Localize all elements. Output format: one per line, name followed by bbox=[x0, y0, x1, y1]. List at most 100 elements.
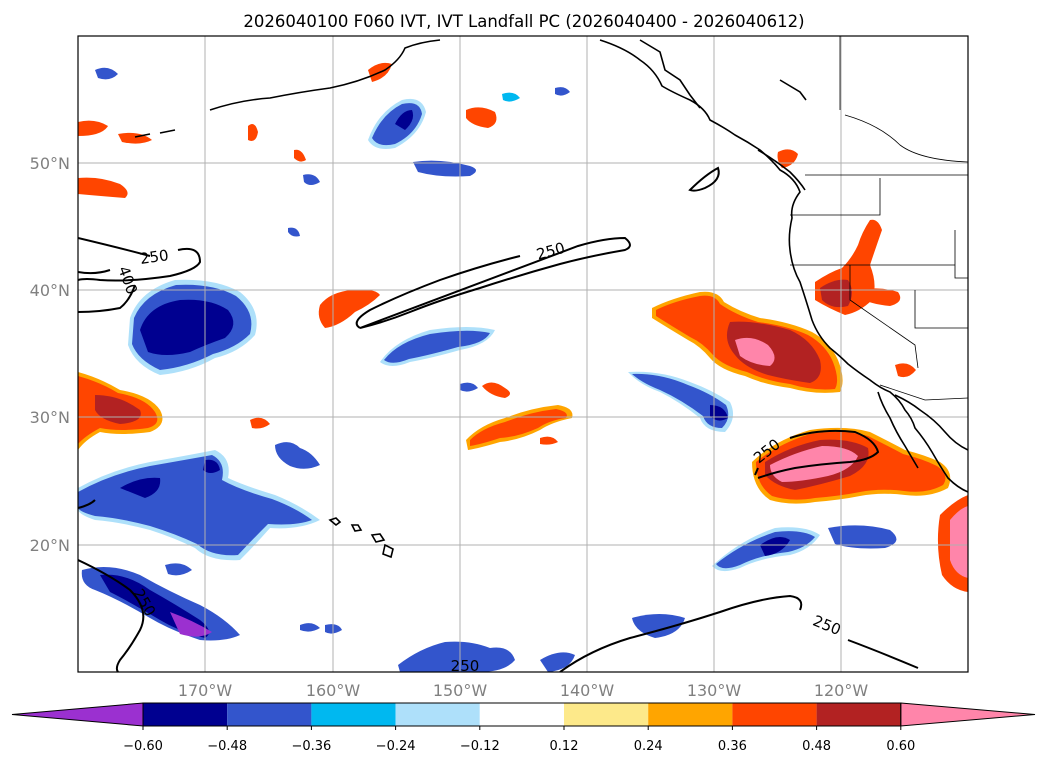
colorbar-tick-label: 0.60 bbox=[886, 739, 915, 754]
positive-anomaly-blob bbox=[294, 149, 306, 162]
positive-anomaly-blob bbox=[950, 506, 968, 578]
colorbar-tick-label: −0.24 bbox=[376, 739, 416, 754]
contour-label: 250 bbox=[139, 246, 170, 268]
negative-anomaly-blob bbox=[502, 92, 520, 102]
colorbar-segment bbox=[564, 703, 649, 726]
aleutian-islands bbox=[779, 79, 807, 101]
colorbar-extend-high bbox=[900, 702, 1036, 727]
colorbar-tick-label: −0.60 bbox=[123, 739, 163, 754]
positive-anomaly-blob bbox=[735, 337, 775, 366]
map-frame bbox=[77, 35, 969, 673]
positive-anomaly-blob bbox=[78, 177, 128, 198]
vancouver-island bbox=[757, 149, 806, 191]
ivt-contour-line bbox=[78, 237, 202, 282]
negative-anomaly-blob bbox=[165, 563, 192, 576]
negative-anomaly-blob bbox=[303, 174, 320, 185]
negative-anomaly-blob bbox=[140, 299, 234, 355]
colorbar-outline bbox=[142, 702, 902, 727]
positive-anomaly-blob bbox=[482, 382, 510, 398]
ivt-contour-line bbox=[78, 269, 136, 313]
positive-anomaly-blob bbox=[820, 279, 852, 308]
lat-label: 20°N bbox=[30, 536, 70, 555]
state-border bbox=[790, 178, 968, 369]
positive-anomaly-blob bbox=[248, 124, 258, 141]
positive-anomaly-blob bbox=[770, 446, 858, 482]
ivt-filled-field bbox=[78, 62, 968, 672]
latitude-labels: 50°N 40°N 30°N 20°N bbox=[30, 154, 70, 555]
lon-label: 150°W bbox=[433, 681, 488, 700]
positive-anomaly-blob bbox=[470, 409, 567, 446]
political-borders bbox=[790, 36, 968, 401]
negative-anomaly-blob bbox=[275, 442, 320, 469]
us-mexico-border bbox=[879, 384, 968, 401]
ivt-contour-line bbox=[78, 499, 96, 509]
colorbar-segment bbox=[311, 703, 396, 726]
colorbar-segment bbox=[479, 703, 564, 726]
lat-label: 30°N bbox=[30, 408, 70, 427]
negative-anomaly-blob bbox=[460, 382, 478, 392]
negative-anomaly-blob bbox=[288, 227, 300, 237]
longitude-labels: 170°W 160°W 150°W 140°W 130°W 120°W bbox=[178, 681, 869, 700]
mexico-coastline bbox=[894, 394, 968, 451]
ivt-contours bbox=[78, 166, 919, 672]
negative-anomaly-blob bbox=[540, 652, 575, 672]
colorbar-segment bbox=[816, 703, 901, 726]
ivt-contour-line bbox=[688, 166, 720, 192]
colorbar-tick-label: −0.36 bbox=[291, 739, 331, 754]
hawaii-islands bbox=[328, 517, 394, 559]
positive-anomaly-blob bbox=[895, 363, 916, 378]
colorbar-tick-label: 0.48 bbox=[802, 739, 831, 754]
colorbar-tick-label: 0.12 bbox=[550, 739, 579, 754]
ivt-contour-line bbox=[78, 559, 145, 672]
negative-anomaly-blob bbox=[78, 455, 312, 556]
colorbar-extend-low bbox=[11, 702, 144, 727]
colorbar-tick-label: 0.24 bbox=[634, 739, 663, 754]
colorbar-segment bbox=[732, 703, 817, 726]
ivt-contour-line bbox=[754, 429, 880, 479]
canada-province-border bbox=[844, 114, 968, 163]
positive-anomaly-blob bbox=[860, 288, 901, 306]
figure-title: 2026040100 F060 IVT, IVT Landfall PC (20… bbox=[243, 12, 804, 31]
positive-anomaly-blob bbox=[726, 321, 821, 383]
colorbar-tick-label: −0.12 bbox=[460, 739, 500, 754]
positive-anomaly-blob bbox=[250, 417, 270, 429]
negative-anomaly-blob bbox=[555, 87, 570, 96]
colorbar-segment bbox=[395, 703, 480, 726]
negative-anomaly-blob bbox=[760, 536, 790, 556]
positive-anomaly-blob bbox=[318, 289, 380, 328]
lon-label: 130°W bbox=[687, 681, 742, 700]
negative-anomaly-blob bbox=[828, 525, 897, 549]
colorbar-tick-label: −0.48 bbox=[207, 739, 247, 754]
baja-coastline bbox=[877, 391, 919, 469]
colorbar: −0.60 −0.48 −0.36 −0.24 −0.12 0.12 0.24 0.36 0.4… bbox=[11, 702, 1036, 754]
negative-anomaly-blob bbox=[300, 623, 320, 632]
colorbar-segment bbox=[143, 703, 228, 726]
colorbar-segment bbox=[227, 703, 312, 726]
lon-label: 120°W bbox=[814, 681, 869, 700]
lon-label: 140°W bbox=[560, 681, 615, 700]
negative-anomaly-blob bbox=[170, 612, 212, 637]
lon-label: 160°W bbox=[306, 681, 361, 700]
negative-anomaly-blob bbox=[95, 67, 118, 80]
positive-anomaly-blob bbox=[466, 107, 497, 128]
negative-anomaly-blob bbox=[395, 110, 414, 130]
map-panel: 250 400 250 250 250 250 250 bbox=[77, 35, 969, 675]
colorbar-tick-label: 0.36 bbox=[718, 739, 747, 754]
lon-label: 170°W bbox=[178, 681, 233, 700]
negative-anomaly-blob bbox=[384, 330, 490, 363]
gridlines bbox=[78, 36, 968, 672]
negative-anomaly-blob bbox=[632, 373, 729, 428]
lat-label: 40°N bbox=[30, 281, 70, 300]
colorbar-segment bbox=[648, 703, 733, 726]
ivt-contour-line bbox=[559, 594, 919, 672]
ivt-contour-line bbox=[355, 236, 631, 329]
positive-anomaly-blob bbox=[540, 436, 558, 445]
contour-label: 250 bbox=[451, 657, 480, 675]
north-america-coastline bbox=[599, 39, 968, 493]
negative-anomaly-blob bbox=[632, 614, 685, 638]
negative-anomaly-blob bbox=[398, 641, 515, 672]
coastlines bbox=[134, 39, 968, 559]
alaska-coastline bbox=[134, 39, 441, 138]
positive-anomaly-blob bbox=[78, 120, 108, 136]
